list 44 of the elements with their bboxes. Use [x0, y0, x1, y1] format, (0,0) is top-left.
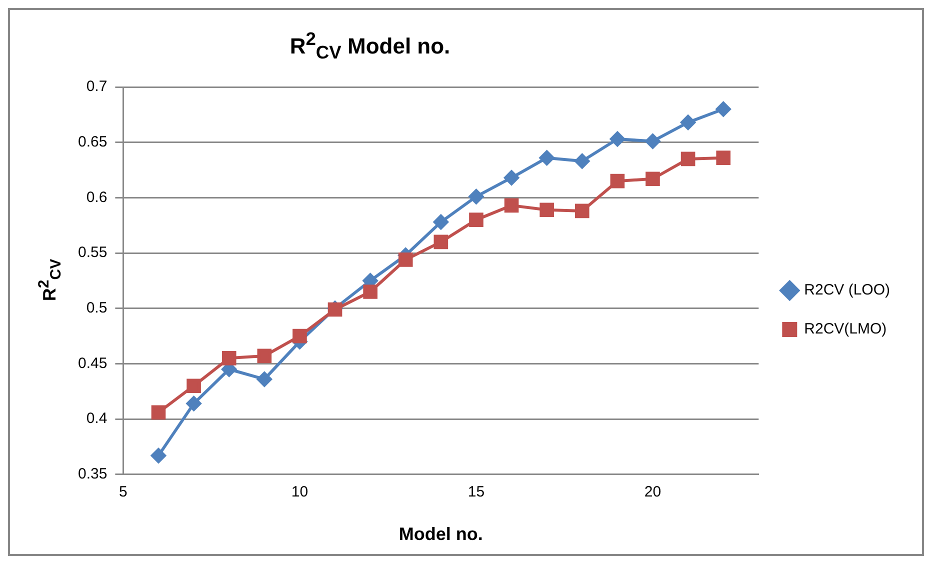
y-tick-label: 0.45: [78, 354, 108, 372]
point: [186, 378, 201, 394]
x-tick-label: 5: [119, 484, 128, 501]
point: [433, 214, 448, 230]
point: [186, 396, 202, 412]
y-tick-label: 0.5: [86, 300, 108, 317]
y-tick-label: 0.35: [78, 466, 108, 483]
x-tick-label: 20: [644, 484, 662, 501]
point: [645, 134, 660, 149]
y-tick-label: 0.55: [78, 244, 108, 262]
x-tick-label: 10: [291, 484, 308, 501]
y-tick-label: 0.4: [86, 410, 108, 428]
point: [610, 132, 625, 147]
point: [257, 348, 272, 364]
point: [574, 154, 590, 169]
chart-title: R$^{2}$$_{CV}$ Model no.: [288, 28, 452, 64]
y-tick-label: 0.7: [86, 78, 108, 96]
point: [469, 212, 484, 227]
point: [680, 152, 696, 166]
point: [256, 372, 272, 387]
point: [151, 448, 166, 464]
x-tick-label: 15: [468, 484, 485, 501]
point: [468, 189, 484, 204]
point: [363, 284, 378, 299]
x-axis-title: Model no.: [398, 524, 483, 544]
point: [574, 204, 590, 218]
point: [539, 150, 554, 166]
point: [680, 114, 696, 130]
y-tick-label: 0.6: [86, 188, 108, 206]
point: [398, 252, 413, 267]
legend-label: R2CV(LMO): [804, 320, 887, 338]
point: [504, 198, 519, 213]
legend-label: R2CV (LOO): [804, 282, 890, 299]
point: [222, 351, 236, 366]
point: [716, 102, 731, 117]
y-tick-label: 0.65: [78, 133, 108, 150]
point: [610, 174, 625, 188]
point: [151, 405, 166, 420]
point: [292, 328, 307, 344]
point: [646, 172, 660, 186]
point: [716, 150, 731, 165]
point: [434, 234, 448, 250]
point: [540, 202, 554, 218]
point: [504, 170, 520, 186]
